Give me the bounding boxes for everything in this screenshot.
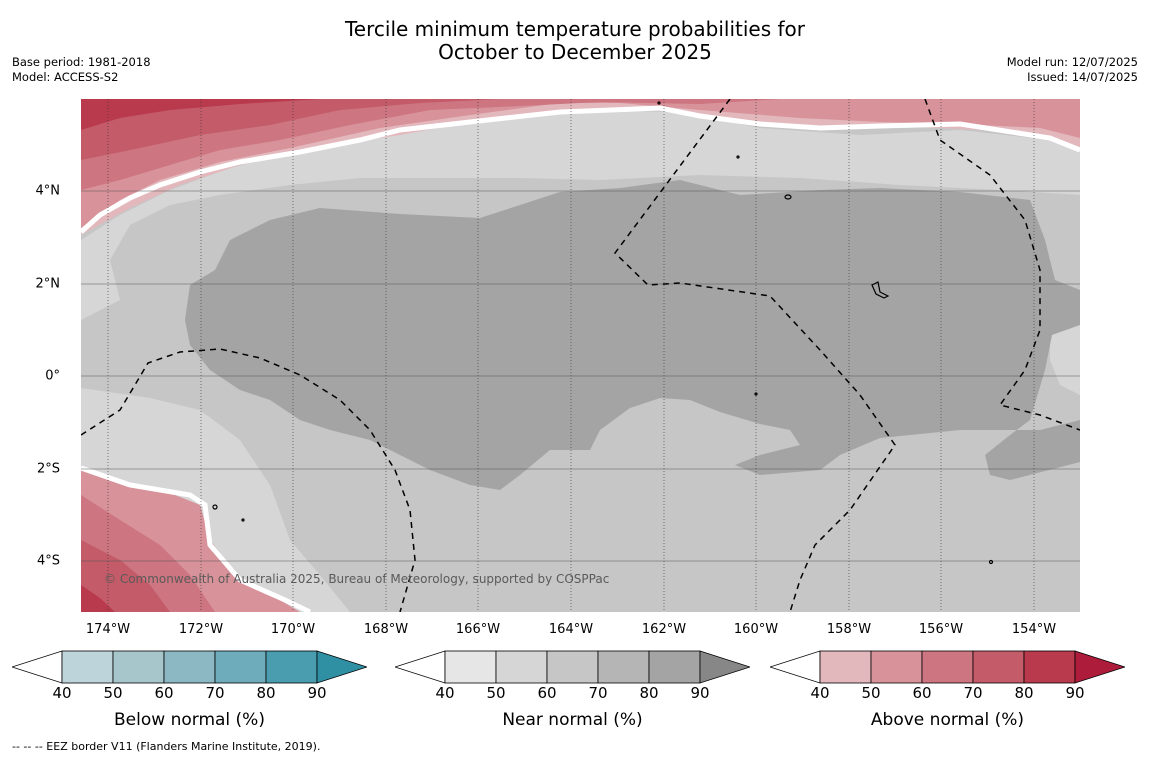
colorbar: 40 50 60 70 80 90 Below normal (%): [12, 650, 367, 750]
colorbar-segment: [495, 650, 548, 684]
colorbar-segment: [597, 650, 650, 684]
latitude-label: 0°: [45, 368, 60, 384]
colorbar-segment: [972, 650, 1025, 684]
colorbar-segment: [819, 650, 872, 684]
title-line-1: Tercile minimum temperature probabilitie…: [344, 17, 806, 41]
colorbar-tick: 50: [861, 684, 881, 702]
latitude-label: 2°N: [35, 276, 61, 292]
latitude-label: 4°S: [36, 553, 60, 569]
colorbar-tick: 80: [639, 684, 659, 702]
colorbar-segment: [444, 650, 497, 684]
above-normal-70-80-north: [81, 99, 500, 160]
colorbar: 40 50 60 70 80 90 Above normal (%): [770, 650, 1125, 750]
colorbar-tick: 60: [154, 684, 174, 702]
colorbar-low-arrow: [770, 650, 821, 684]
colorbar-ticks: 40 50 60 70 80 90: [770, 684, 1125, 704]
longitude-label: 164°W: [548, 622, 594, 637]
longitude-label: 174°W: [85, 622, 131, 637]
colorbar-ticks: 40 50 60 70 80 90: [395, 684, 750, 704]
colorbar-tick: 40: [435, 684, 455, 702]
title-line-2: October to December 2025: [438, 40, 712, 64]
tercile-boundary-south: [81, 465, 312, 612]
colorbar-segment: [112, 650, 165, 684]
near-normal-40-50-north: [81, 110, 1080, 320]
longitude-label: 166°W: [455, 622, 501, 637]
colorbar-segment: [61, 650, 114, 684]
copyright-notice: © Commonwealth of Australia 2025, Bureau…: [104, 572, 610, 586]
meta-right: Model run: 12/07/2025 Issued: 14/07/2025: [1007, 55, 1138, 85]
colorbar-tick: 50: [486, 684, 506, 702]
colorbar-segment: [1023, 650, 1076, 684]
above-normal-70-80-southwest: [81, 540, 170, 612]
colorbar-segment: [163, 650, 216, 684]
colorbar-swatches: [770, 650, 1125, 684]
colorbar-tick: 40: [52, 684, 72, 702]
latitude-label: 2°S: [36, 461, 60, 477]
colorbar-high-arrow: [1074, 650, 1125, 684]
map-title: Tercile minimum temperature probabilitie…: [0, 18, 1150, 64]
longitude-label: 172°W: [178, 622, 224, 637]
above-normal-50-60-north: [81, 99, 1080, 228]
colorbar-segment: [870, 650, 923, 684]
colorbar-low-arrow: [12, 650, 63, 684]
colorbar-tick: 60: [537, 684, 557, 702]
colorbar-tick: 80: [1014, 684, 1034, 702]
colorbar-tick: 90: [690, 684, 710, 702]
colorbar-tick: 90: [307, 684, 327, 702]
longitude-label: 170°W: [270, 622, 316, 637]
colorbar: 40 50 60 70 80 90 Near normal (%): [395, 650, 750, 750]
colorbar-ticks: 40 50 60 70 80 90: [12, 684, 367, 704]
base-period: Base period: 1981-2018: [12, 55, 151, 69]
longitude-label: 156°W: [918, 622, 964, 637]
longitude-label: 160°W: [733, 622, 779, 637]
colorbar-segment: [648, 650, 701, 684]
near-normal-60-70-core: [185, 180, 1080, 490]
longitude-label: 158°W: [826, 622, 872, 637]
colorbar-tick: 80: [256, 684, 276, 702]
colorbar-segment: [546, 650, 599, 684]
colorbar-label: Below normal (%): [114, 710, 265, 730]
colorbar-label: Above normal (%): [870, 710, 1025, 730]
colorbar-segment: [921, 650, 974, 684]
above-normal-80-90-southwest: [81, 585, 115, 612]
longitude-label: 154°W: [1011, 622, 1057, 637]
issued-date: Issued: 14/07/2025: [1027, 70, 1138, 84]
tercile-boundary-north: [81, 105, 1080, 234]
colorbar-tick: 70: [588, 684, 608, 702]
colorbar-swatches: [395, 650, 750, 684]
latitude-lines: [81, 190, 1080, 562]
colorbar-tick: 40: [810, 684, 830, 702]
colorbar-low-arrow: [395, 650, 446, 684]
colorbar-tick: 60: [912, 684, 932, 702]
meta-left: Base period: 1981-2018 Model: ACCESS-S2: [12, 55, 151, 85]
colorbar-high-arrow: [316, 650, 367, 684]
colorbar-high-arrow: [699, 650, 750, 684]
model-name: Model: ACCESS-S2: [12, 70, 119, 84]
colorbar-tick: 90: [1065, 684, 1085, 702]
model-run: Model run: 12/07/2025: [1006, 55, 1138, 69]
eez-legend-note: -- -- -- EEZ border V11 (Flanders Marine…: [12, 740, 321, 753]
colorbar-segment: [214, 650, 267, 684]
colorbar-swatches: [12, 650, 367, 684]
longitude-label: 168°W: [363, 622, 409, 637]
eez-borders: [81, 99, 1080, 612]
above-normal-80-90-north: [81, 99, 320, 130]
colorbar-segment: [265, 650, 318, 684]
longitude-label: 162°W: [641, 622, 687, 637]
islands: [212, 101, 994, 565]
colorbar-label: Near normal (%): [502, 710, 643, 730]
colorbar-tick: 70: [963, 684, 983, 702]
colorbar-tick: 50: [103, 684, 123, 702]
colorbar-tick: 70: [205, 684, 225, 702]
latitude-label: 4°N: [35, 183, 61, 199]
